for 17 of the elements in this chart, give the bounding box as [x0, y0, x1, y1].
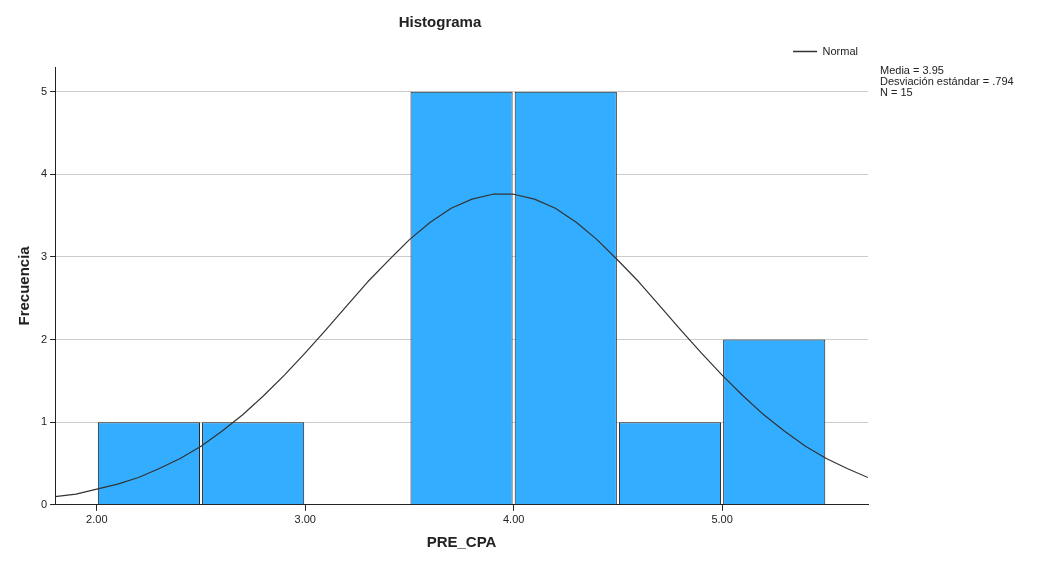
y-tick-label: 2 — [40, 332, 48, 345]
y-tick-label: 1 — [40, 415, 48, 428]
text: Media = 3.95 — [880, 63, 944, 76]
x-tick-label: 2.00 — [86, 513, 108, 526]
legend-label: Normal — [822, 44, 858, 57]
x-axis-title: PRE_CPA — [426, 533, 497, 551]
y-tick-label: 0 — [40, 497, 48, 510]
y-tick-label: 4 — [40, 167, 48, 180]
text: N = 15 — [880, 85, 913, 98]
y-axis-title: Frecuencia — [15, 245, 33, 326]
chart-title: Histograma — [398, 13, 482, 31]
x-tick-label: 3.00 — [294, 513, 316, 526]
y-tick-label: 3 — [40, 250, 48, 263]
x-tick-label: 5.00 — [711, 513, 733, 526]
x-tick-label: 4.00 — [502, 513, 525, 526]
y-tick-label: 5 — [40, 84, 48, 97]
text: Desviación estándar = .794 — [880, 74, 1014, 87]
